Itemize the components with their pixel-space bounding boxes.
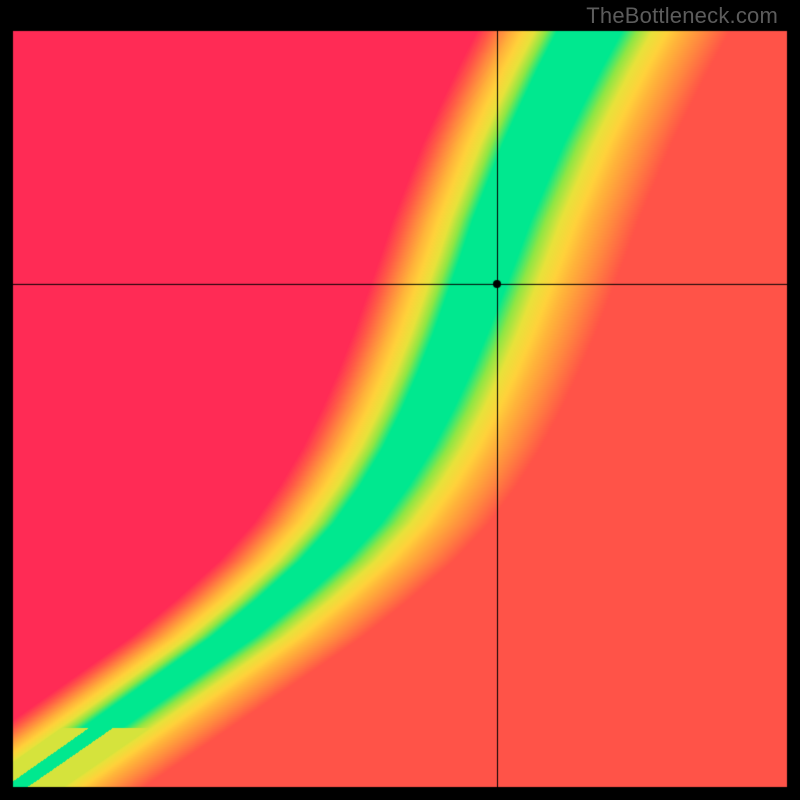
watermark-text: TheBottleneck.com [586, 3, 778, 29]
